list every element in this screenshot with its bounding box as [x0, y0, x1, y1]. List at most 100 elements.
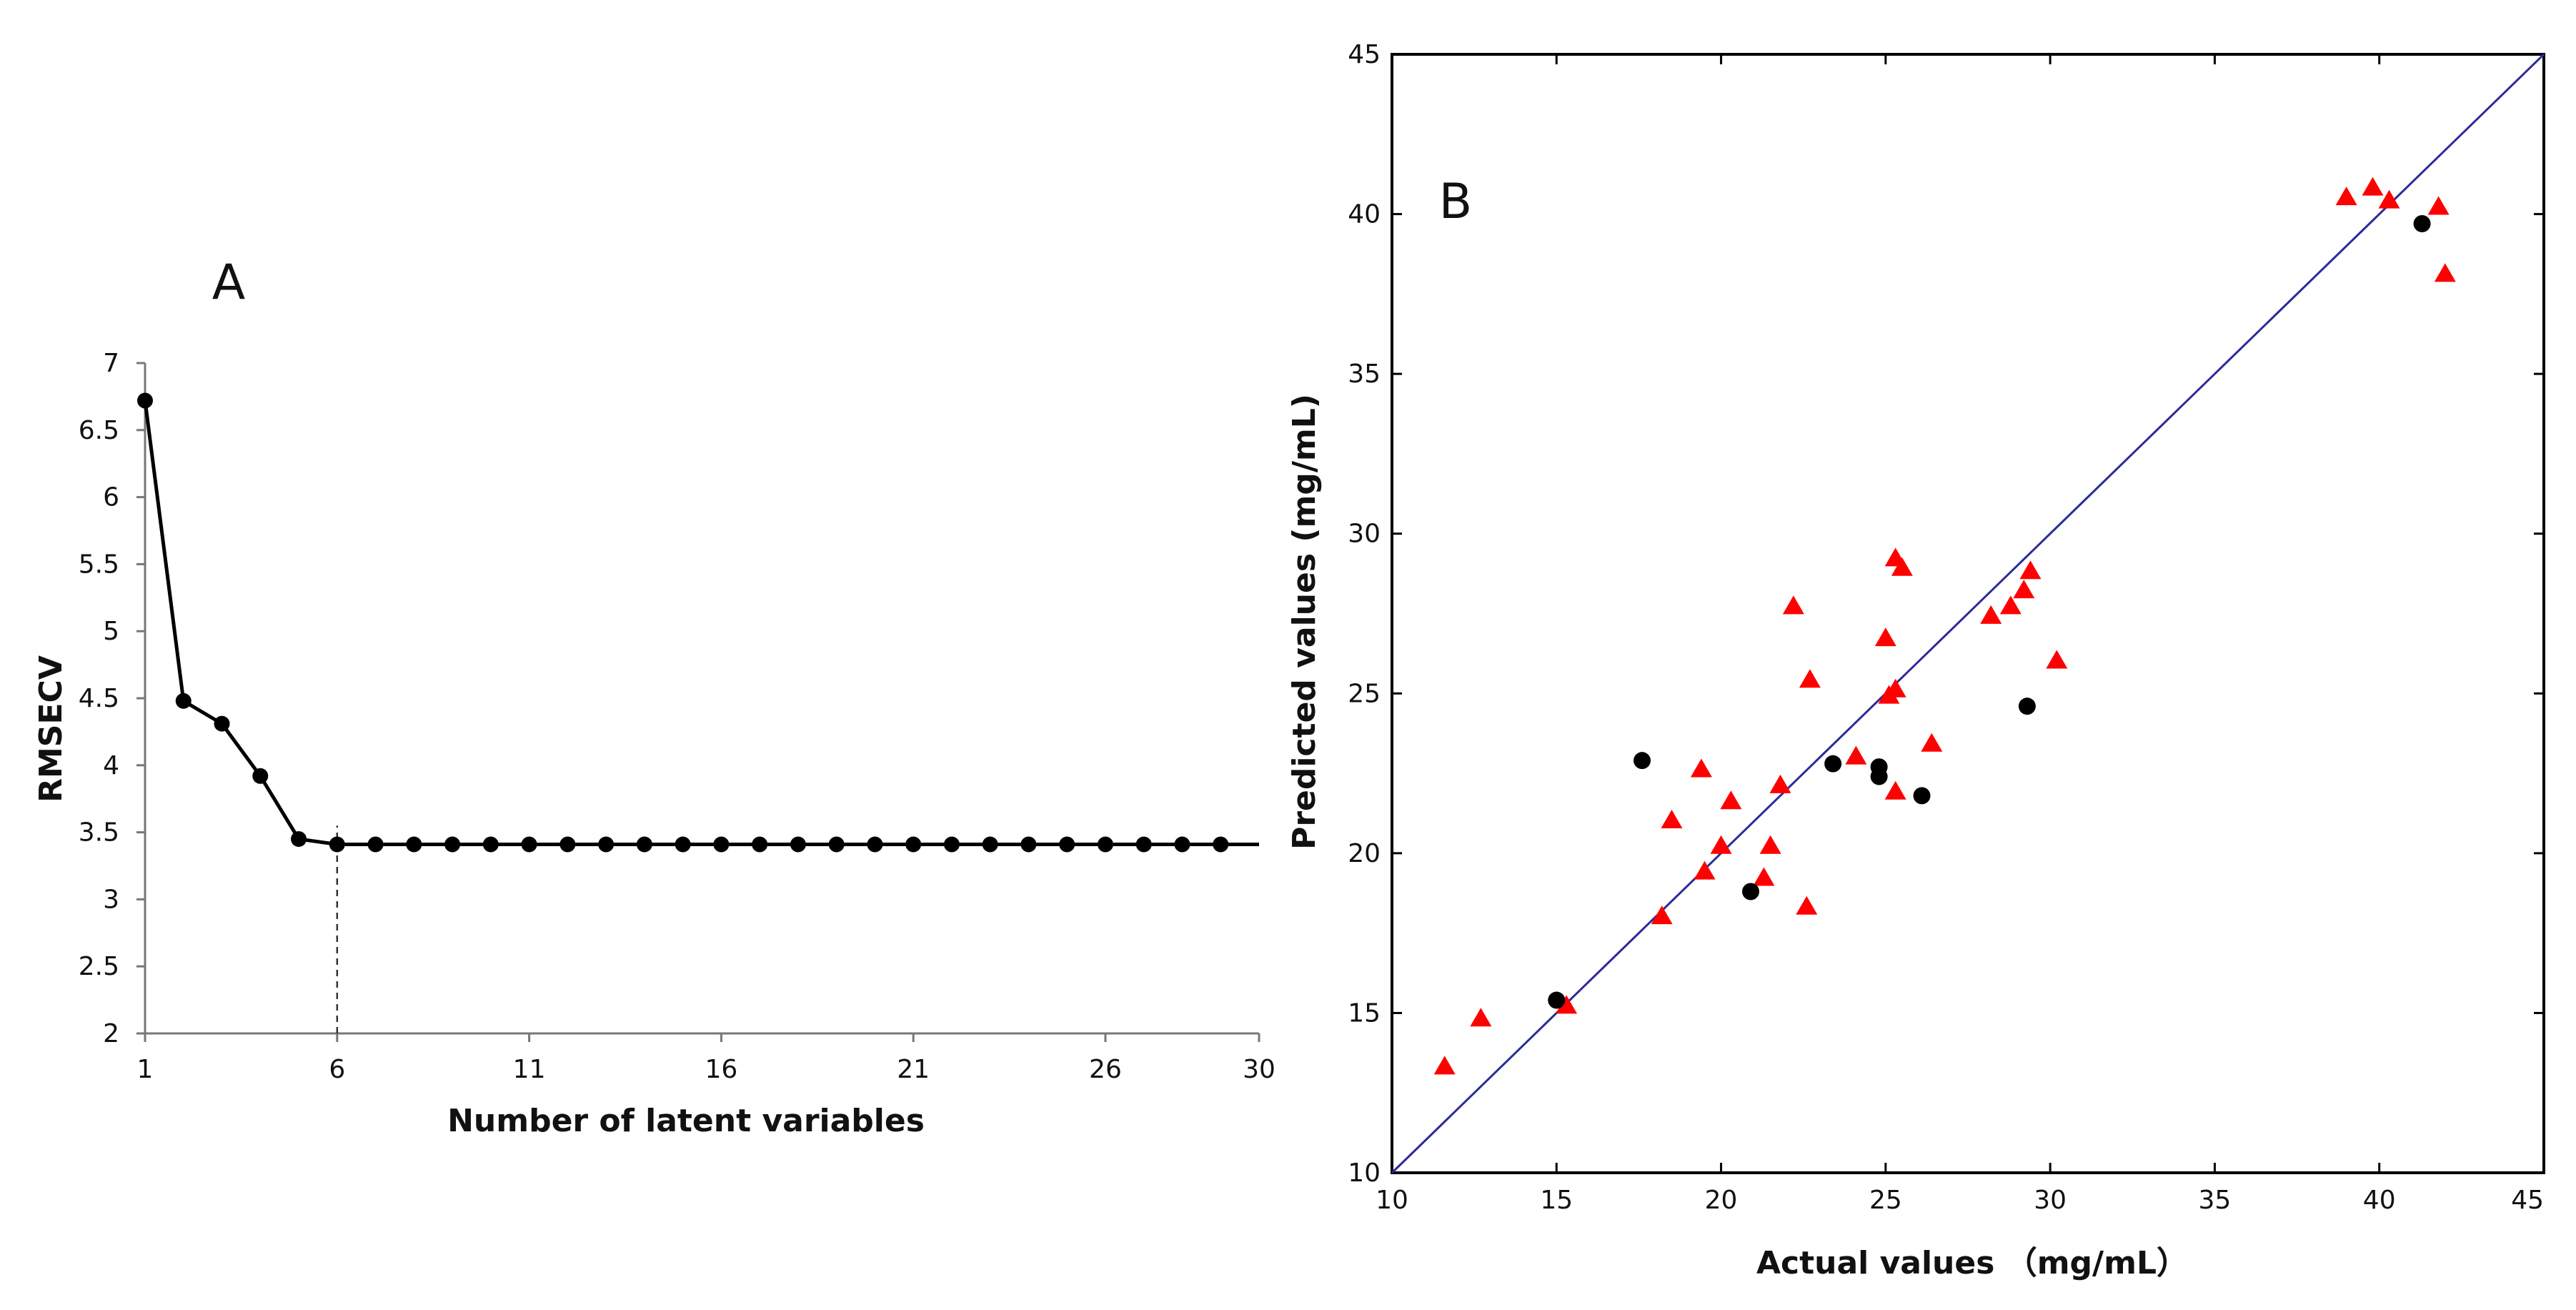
chart-a-point: [636, 836, 652, 853]
chart-b-x-tick-label: 40: [2363, 1186, 2396, 1215]
chart-b-x-tick-label: 35: [2199, 1186, 2232, 1215]
chart-b-circle-points: [1548, 214, 2431, 1009]
chart-b-triangle-point: [2427, 196, 2450, 215]
chart-a-panel-letter: A: [212, 254, 246, 311]
chart-a-point: [1059, 836, 1075, 853]
chart-a-point: [444, 836, 461, 853]
chart-b-triangle-point: [1690, 758, 1712, 778]
chart-b-x-tick-label: 25: [1869, 1186, 1902, 1215]
chart-a-point: [713, 836, 730, 853]
chart-a-point: [406, 836, 422, 853]
chart-a-x-tick-label: 6: [329, 1055, 345, 1084]
chart-a-x-tick-label: 1: [137, 1055, 154, 1084]
chart-b-triangle-point: [1470, 1008, 1492, 1027]
chart-a-y-tick-label: 5: [103, 617, 119, 646]
chart-b-triangle-point: [1694, 860, 1716, 880]
chart-a-point: [252, 768, 269, 784]
chart-b-triangle-point: [1753, 867, 1775, 886]
chart-b-triangle-point: [2013, 580, 2035, 599]
chart-b-identity-line: [1391, 53, 2545, 1174]
chart-a-y-tick-label: 2.5: [79, 952, 119, 981]
chart-a-point: [1135, 836, 1152, 853]
chart-b-plot-frame: [1391, 53, 2545, 1174]
chart-a-y-tick-label: 3: [103, 885, 119, 914]
chart-a-point: [867, 836, 883, 853]
chart-a-x-tick-label: 30: [1243, 1055, 1275, 1084]
chart-a-point: [1097, 836, 1113, 853]
chart-a-x-tick-label: 26: [1089, 1055, 1122, 1084]
chart-b-triangle-point: [1874, 627, 1896, 647]
chart-a-point: [1213, 836, 1229, 853]
chart-b-x-tick-label: 10: [1376, 1186, 1408, 1215]
chart-b-triangle-point: [1759, 835, 1781, 854]
chart-b-circle-point: [1824, 755, 1842, 773]
chart-b-triangle-point: [1651, 905, 1673, 925]
chart-b-axes: 10 15 20 25 30 35 40 45 10 15 20 25 30 35 40 45: [1348, 40, 2545, 1215]
chart-b-triangle-point: [1710, 835, 1732, 854]
chart-a-x-tick-label: 11: [513, 1055, 546, 1084]
chart-b-triangle-point: [1782, 595, 1804, 615]
chart-b-circle-point: [1633, 752, 1651, 770]
chart-a-y-tick-label: 2: [103, 1019, 119, 1048]
chart-b-triangle-point: [1999, 595, 2021, 615]
chart-a-point: [367, 836, 384, 853]
chart-b-x-tick-label: 15: [1540, 1186, 1573, 1215]
chart-a-point: [137, 392, 153, 409]
chart-b-circle-point: [1742, 883, 1760, 900]
chart-a-point: [943, 836, 960, 853]
chart-b-triangle-point: [2378, 189, 2400, 209]
chart-a-y-tick-label: 3.5: [79, 818, 119, 848]
chart-b-triangle-point: [2019, 560, 2042, 580]
chart-b-y-tick-label: 10: [1348, 1158, 1381, 1188]
chart-b-circle-point: [1548, 991, 1566, 1009]
chart-b-triangle-point: [1884, 678, 1906, 698]
chart-b-y-tick-label: 45: [1348, 40, 1381, 69]
chart-a-y-tick-label: 4.5: [79, 684, 119, 713]
chart-b-circle-point: [2018, 698, 2036, 715]
chart-b-triangle-point: [1921, 733, 1943, 752]
chart-a-point: [790, 836, 806, 853]
chart-a-point: [175, 693, 192, 709]
chart-b-identity-line-group: [1391, 53, 2545, 1174]
chart-a-point: [560, 836, 576, 853]
chart-b-triangle-point: [1661, 810, 1683, 829]
chart-b-panel-letter: B: [1439, 174, 1473, 230]
chart-a-y-tick-label: 7: [103, 349, 119, 378]
chart-b-circle-point: [1913, 787, 1931, 805]
chart-a-point: [982, 836, 998, 853]
chart-b-triangle-point: [1720, 790, 1742, 810]
chart-b-triangle-point: [2046, 650, 2068, 669]
chart-a-point: [521, 836, 537, 853]
chart-a-point: [214, 715, 230, 732]
chart-a-x-tick-label: 21: [897, 1055, 930, 1084]
chart-b-circle-point: [2413, 214, 2431, 232]
chart-a-y-axis-title: RMSECV: [33, 655, 69, 803]
chart-b-x-tick-label: 45: [2511, 1186, 2544, 1215]
chart-a-y-tick-label: 6: [103, 483, 119, 512]
chart-b-y-tick-label: 20: [1348, 839, 1381, 868]
chart-b-triangle-point: [1556, 995, 1578, 1014]
chart-b-triangle-point: [1799, 669, 1821, 688]
chart-b-triangle-point: [1884, 780, 1906, 800]
chart-a-y-tick-label: 5.5: [79, 550, 119, 579]
chart-b-triangle-point: [2335, 187, 2357, 206]
chart-b-triangle-points: [1433, 177, 2456, 1075]
chart-b-y-tick-label: 15: [1348, 998, 1381, 1028]
chart-b-triangle-point: [1796, 895, 1818, 915]
chart-a-point: [598, 836, 615, 853]
chart-b-triangle-point: [1891, 557, 1913, 576]
chart-b-triangle-point: [1433, 1056, 1456, 1075]
chart-a-point: [329, 836, 345, 853]
chart-b-x-tick-label: 30: [2034, 1186, 2067, 1215]
chart-a-x-axis-title: Number of latent variables: [447, 1103, 925, 1139]
chart-a-point: [752, 836, 768, 853]
chart-b: B 10 15 20 25 30 35 40 45 10 15 20 25 30 35 40 45 Actua…: [1286, 40, 2545, 1281]
chart-a-y-tick-label: 6.5: [79, 416, 119, 445]
chart-b-y-tick-label: 25: [1348, 679, 1381, 708]
chart-a-point: [828, 836, 845, 853]
chart-b-triangle-point: [2434, 263, 2456, 282]
chart-a: A 22.533.544.555.566.571 6 11 16 21 26 30 Numb…: [33, 254, 1275, 1139]
chart-b-x-axis-title: Actual values （mg/mL）: [1756, 1245, 2188, 1281]
chart-a-point: [1174, 836, 1190, 853]
